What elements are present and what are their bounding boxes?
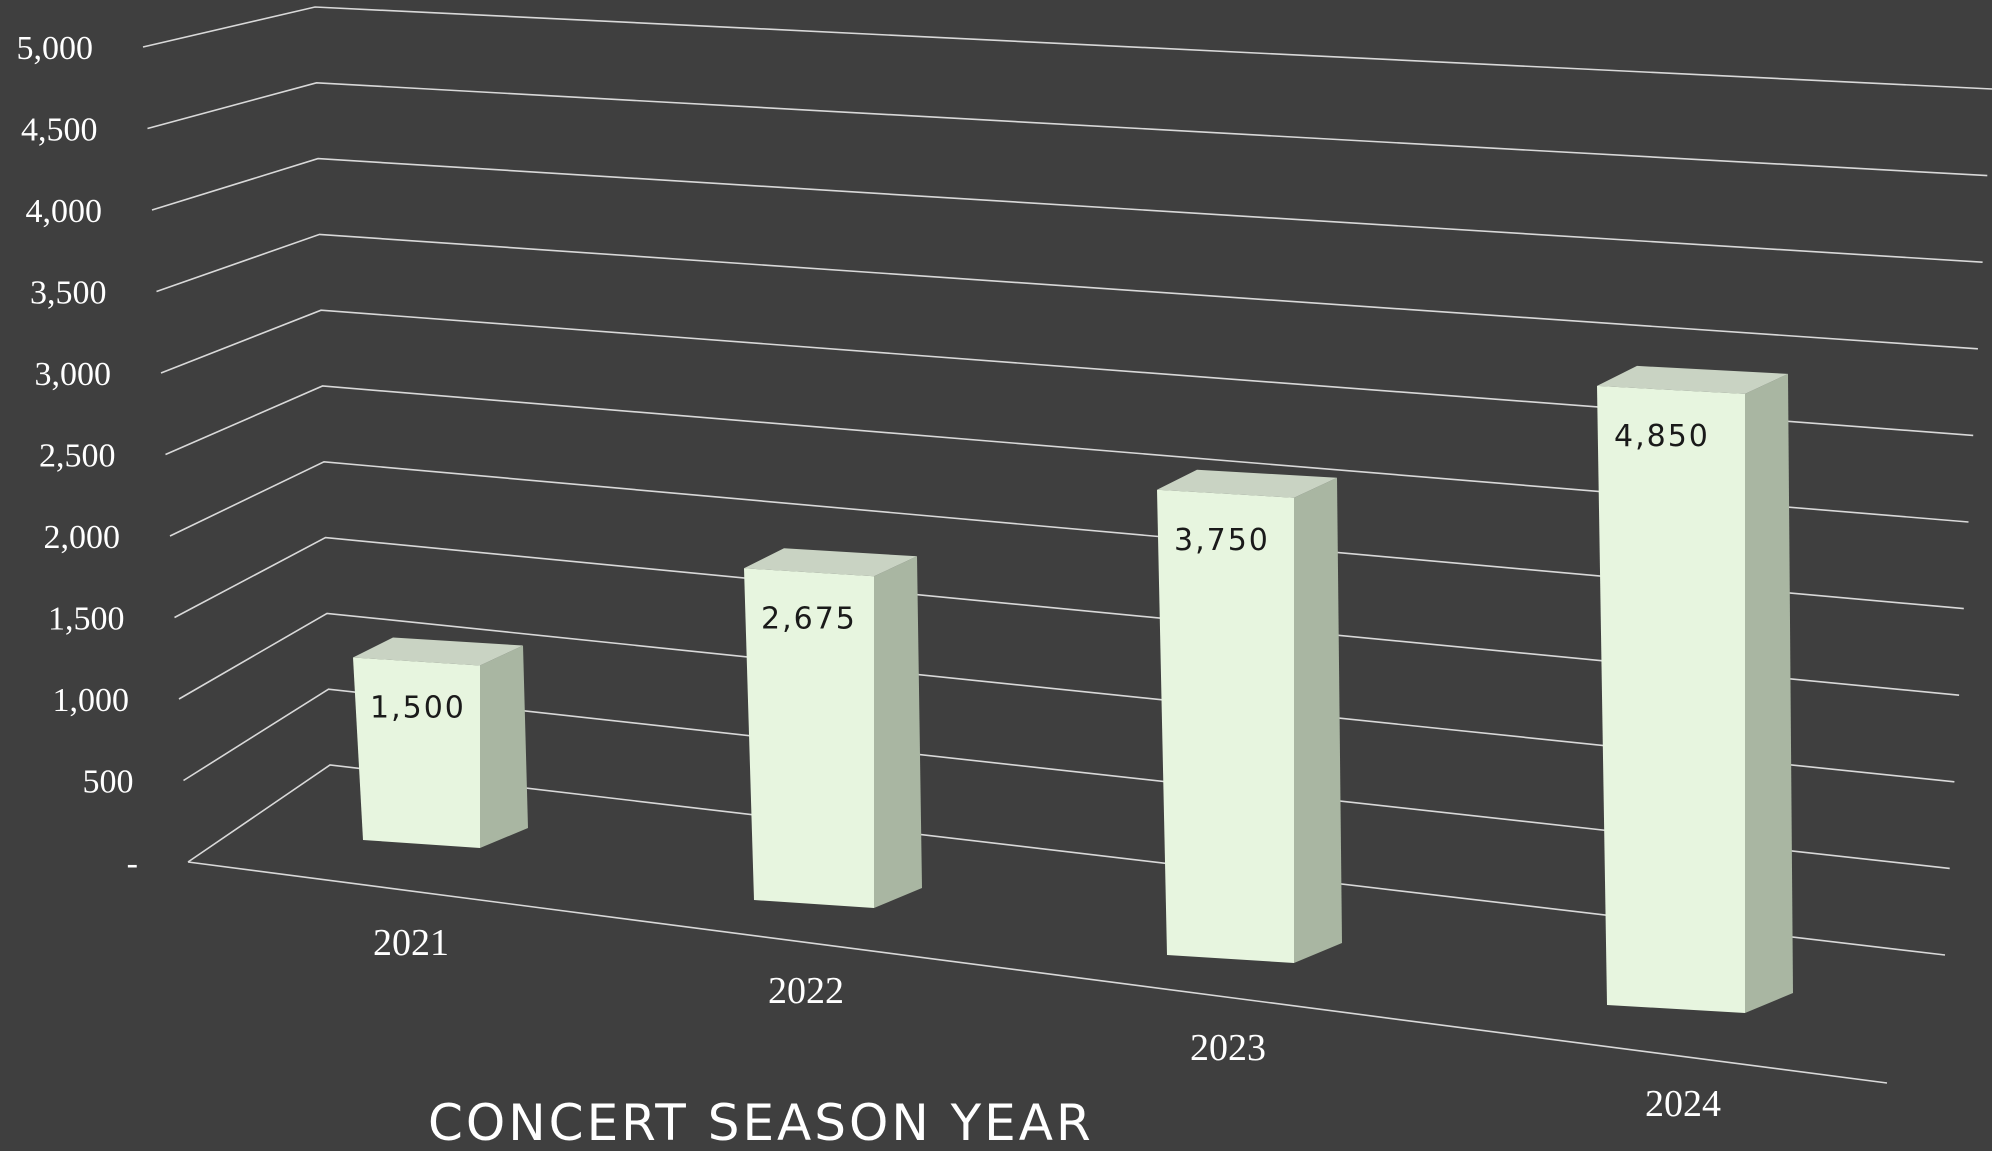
gridline bbox=[156, 233, 1978, 350]
x-category-label: 2024 bbox=[1645, 1083, 1721, 1125]
bar-top-face bbox=[744, 548, 917, 577]
x-axis-categories: 2021 2022 2023 2024 bbox=[373, 922, 1721, 1125]
floor-edge bbox=[187, 861, 1888, 1084]
data-label: 2,675 bbox=[761, 601, 857, 636]
y-tick-label: 2,500 bbox=[39, 438, 116, 475]
bar-front-face bbox=[744, 568, 874, 908]
bar-side-face bbox=[1294, 477, 1342, 963]
y-tick-label: 4,000 bbox=[26, 193, 103, 230]
y-tick-label: 3,500 bbox=[30, 275, 107, 312]
x-category-label: 2023 bbox=[1190, 1027, 1266, 1069]
y-tick-label: 3,000 bbox=[35, 356, 112, 393]
data-label: 3,750 bbox=[1174, 523, 1270, 558]
bar-front-face bbox=[1157, 489, 1294, 963]
y-tick-label: 2,000 bbox=[44, 519, 121, 556]
bar-top-face bbox=[1157, 469, 1337, 498]
gridline bbox=[142, 6, 1992, 90]
y-tick-label: 4,500 bbox=[21, 112, 98, 149]
y-tick-label: 5,000 bbox=[17, 30, 94, 67]
y-tick-label: 500 bbox=[83, 764, 134, 801]
gridline bbox=[183, 688, 1950, 870]
bar-side-face bbox=[480, 645, 528, 848]
y-tick-label: 1,500 bbox=[48, 601, 125, 638]
bar-top-face bbox=[353, 637, 523, 666]
y-axis-ticks: - 500 1,000 1,500 2,000 2,500 3,000 3,500 4,000 4… bbox=[17, 30, 139, 882]
gridline bbox=[160, 309, 1974, 437]
bar-2022: 2,675 bbox=[744, 548, 922, 908]
bar-2021: 1,500 bbox=[353, 637, 528, 848]
gridline bbox=[169, 460, 1964, 610]
gridline bbox=[187, 764, 1946, 956]
bar-top-face bbox=[1597, 365, 1788, 394]
x-axis-title: CONCERT SEASON YEAR bbox=[428, 1094, 1094, 1151]
bars: 1,500 2,675 3,750 4,850 bbox=[353, 365, 1793, 1013]
data-label: 1,500 bbox=[370, 691, 466, 726]
gridline bbox=[165, 385, 1969, 523]
y-tick-label: - bbox=[127, 845, 138, 882]
bar-2024: 4,850 bbox=[1597, 365, 1793, 1013]
bar-front-face bbox=[353, 657, 480, 848]
bar-side-face bbox=[1745, 373, 1793, 1013]
gridline bbox=[147, 81, 1988, 177]
bar-side-face bbox=[874, 556, 922, 908]
y-tick-label: 1,000 bbox=[53, 682, 130, 719]
gridlines bbox=[142, 6, 1992, 1084]
bar-front-face bbox=[1597, 385, 1745, 1013]
x-category-label: 2021 bbox=[373, 922, 449, 964]
x-category-label: 2022 bbox=[768, 970, 844, 1012]
bar-2023: 3,750 bbox=[1157, 469, 1342, 963]
gridline bbox=[151, 157, 1983, 263]
gridline bbox=[178, 612, 1955, 783]
data-label: 4,850 bbox=[1614, 419, 1710, 454]
gridline bbox=[174, 536, 1960, 696]
